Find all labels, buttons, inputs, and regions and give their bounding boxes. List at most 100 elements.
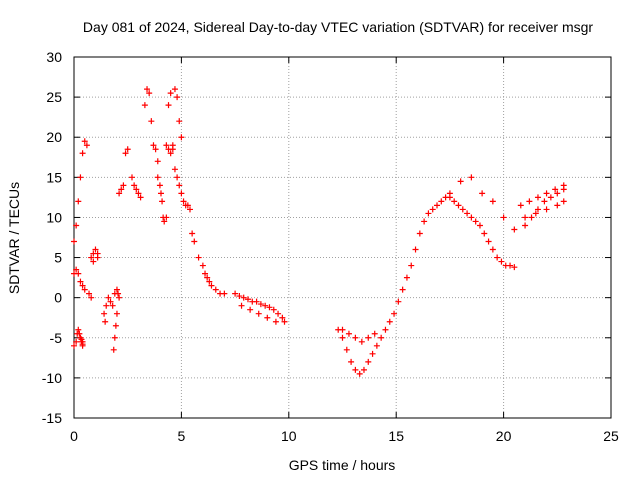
data-point — [534, 194, 541, 201]
data-point — [195, 254, 202, 261]
data-point — [236, 293, 243, 300]
data-point — [232, 290, 239, 297]
y-tick-label: 5 — [54, 250, 62, 266]
data-point — [511, 264, 518, 271]
data-point — [412, 246, 419, 253]
data-point — [208, 282, 215, 289]
data-point — [131, 182, 138, 189]
data-point — [133, 186, 140, 193]
data-point — [156, 182, 163, 189]
data-point — [189, 230, 196, 237]
data-point — [455, 202, 462, 209]
data-point — [485, 238, 492, 245]
data-point — [262, 302, 269, 309]
data-point — [111, 334, 118, 341]
data-point — [489, 198, 496, 205]
data-point — [560, 182, 567, 189]
data-point — [165, 102, 172, 109]
data-point — [356, 370, 363, 377]
data-point — [369, 350, 376, 357]
data-point — [543, 206, 550, 213]
data-point — [154, 158, 161, 165]
data-point — [547, 194, 554, 201]
data-point — [115, 290, 122, 297]
data-point — [240, 294, 247, 301]
chart-title: Day 081 of 2024, Sidereal Day-to-day VTE… — [83, 19, 593, 35]
data-point — [352, 366, 359, 373]
data-point — [92, 246, 99, 253]
data-point — [272, 318, 279, 325]
data-point — [128, 174, 135, 181]
data-point — [101, 310, 108, 317]
data-point — [79, 282, 86, 289]
data-point — [560, 198, 567, 205]
data-point — [137, 194, 144, 201]
data-point — [552, 186, 559, 193]
data-point — [174, 94, 181, 101]
data-point — [113, 286, 120, 293]
y-tick-label: 25 — [46, 89, 62, 105]
data-point — [178, 134, 185, 141]
data-point — [75, 270, 82, 277]
data-point — [255, 310, 262, 317]
data-point — [206, 278, 213, 285]
data-point — [135, 190, 142, 197]
data-point — [157, 190, 164, 197]
data-point — [116, 190, 123, 197]
data-point — [360, 366, 367, 373]
data-point — [345, 330, 352, 337]
data-point — [451, 198, 458, 205]
data-point — [152, 146, 159, 153]
data-point — [554, 190, 561, 197]
data-point — [159, 198, 166, 205]
data-point — [150, 142, 157, 149]
data-point — [253, 298, 260, 305]
data-point — [395, 298, 402, 305]
y-axis-label: SDTVAR / TECUs — [6, 182, 22, 294]
axis-ticks — [73, 56, 612, 419]
data-point — [459, 206, 466, 213]
data-point — [279, 314, 286, 321]
data-point — [77, 174, 84, 181]
data-point — [281, 318, 288, 325]
data-point — [73, 222, 80, 229]
data-point — [238, 302, 245, 309]
data-point — [176, 118, 183, 125]
data-point — [339, 326, 346, 333]
data-point — [116, 294, 123, 301]
data-point — [73, 266, 80, 273]
data-point — [457, 178, 464, 185]
data-point — [120, 182, 127, 189]
data-point — [186, 206, 193, 213]
data-point — [421, 218, 428, 225]
data-point — [71, 238, 77, 245]
data-point — [266, 304, 273, 311]
x-tick-label: 25 — [603, 428, 619, 444]
data-point — [343, 346, 350, 353]
data-point — [468, 174, 475, 181]
data-point — [425, 210, 432, 217]
data-point — [102, 318, 109, 325]
plot-frame — [73, 56, 612, 419]
data-point — [178, 190, 185, 197]
data-point — [517, 202, 524, 209]
data-points — [71, 86, 567, 377]
y-tick-label: -15 — [42, 410, 62, 426]
data-point — [244, 296, 251, 303]
data-point — [88, 254, 95, 261]
data-point — [107, 298, 114, 305]
data-point — [378, 334, 385, 341]
data-point — [202, 270, 209, 277]
data-point — [534, 206, 541, 213]
x-tick-labels: 0 5 10 15 20 25 — [70, 428, 619, 444]
data-point — [163, 142, 170, 149]
data-point — [154, 174, 161, 181]
x-tick-label: 15 — [388, 428, 404, 444]
data-point — [522, 214, 529, 221]
data-point — [358, 338, 365, 345]
data-point — [90, 258, 97, 265]
data-point — [83, 142, 90, 149]
data-point — [408, 262, 415, 269]
data-point — [403, 274, 410, 281]
data-point — [76, 330, 83, 337]
